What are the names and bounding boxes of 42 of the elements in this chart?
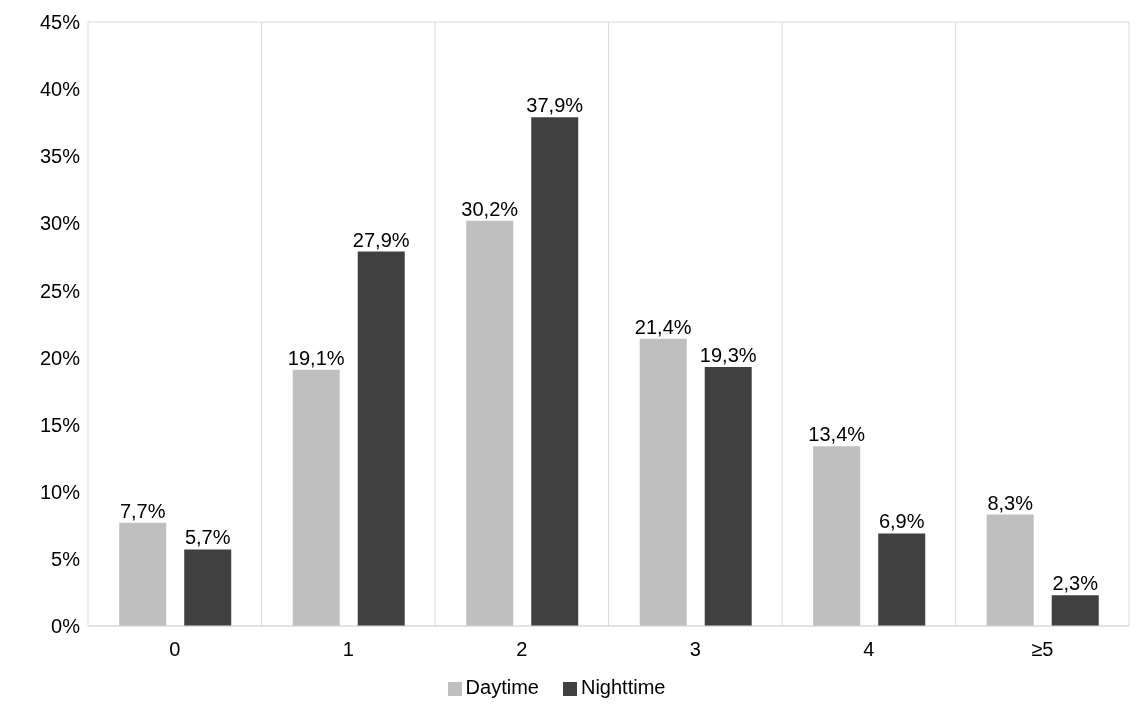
- bar: [639, 338, 687, 626]
- data-label: 2,3%: [1052, 572, 1099, 595]
- y-tick-label: 0%: [51, 615, 81, 638]
- bar: [184, 549, 232, 626]
- bar: [357, 251, 405, 626]
- data-label: 19,3%: [699, 343, 757, 366]
- bar: [292, 369, 340, 626]
- bar: [813, 446, 861, 626]
- x-tick-label: 2: [516, 638, 528, 661]
- y-tick-label: 40%: [39, 78, 81, 101]
- data-label: 6,9%: [878, 510, 925, 533]
- x-tick-label: 1: [342, 638, 354, 661]
- y-tick-label: 30%: [39, 212, 81, 235]
- x-tick-label: 4: [863, 638, 875, 661]
- y-tick-label: 45%: [39, 11, 81, 34]
- bar: [878, 533, 926, 626]
- x-tick-label: 0: [169, 638, 181, 661]
- bar: [1051, 595, 1099, 626]
- x-tick-label: ≥5: [1031, 638, 1054, 661]
- y-tick-label: 25%: [39, 279, 81, 302]
- bar: [704, 366, 752, 626]
- data-label: 37,9%: [526, 94, 584, 117]
- bar: [986, 514, 1034, 626]
- data-label: 5,7%: [184, 526, 231, 549]
- bar: [466, 220, 514, 626]
- y-tick-label: 35%: [39, 145, 81, 168]
- y-tick-label: 15%: [39, 413, 81, 436]
- data-label: 7,7%: [119, 499, 166, 522]
- data-label: 30,2%: [461, 197, 519, 220]
- bar: [531, 117, 579, 626]
- data-label: 8,3%: [987, 491, 1034, 514]
- legend-label: Nighttime: [580, 676, 666, 698]
- data-label: 19,1%: [287, 346, 345, 369]
- y-tick-label: 10%: [39, 480, 81, 503]
- bar: [119, 522, 167, 626]
- y-tick-label: 5%: [51, 547, 81, 570]
- y-tick-label: 20%: [39, 346, 81, 369]
- x-tick-label: 3: [689, 638, 701, 661]
- legend-label: Daytime: [465, 676, 539, 698]
- data-label: 27,9%: [352, 228, 410, 251]
- data-label: 21,4%: [634, 315, 692, 338]
- data-label: 13,4%: [808, 423, 866, 446]
